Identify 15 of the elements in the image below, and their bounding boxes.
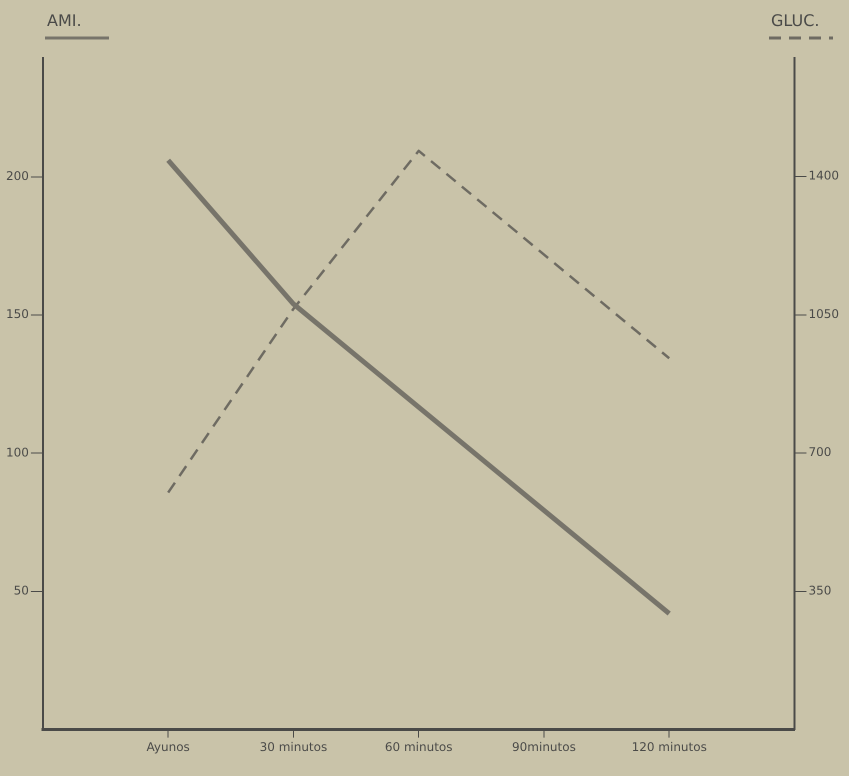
x-tick-label: 120 minutos <box>632 740 707 754</box>
y-tick-label: 100 <box>6 445 29 460</box>
y2-tick-label: 1400 <box>808 168 840 183</box>
y2-tick-label: 700 <box>808 445 832 460</box>
y-axis-title: AMI. <box>47 11 82 30</box>
x-tick-label: 60 minutos <box>384 740 452 754</box>
y-tick-label: 50 <box>14 584 29 598</box>
x-tick-label: 30 minutos <box>260 740 328 754</box>
y2-axis-title: GLUC. <box>771 11 820 30</box>
y-tick-label: 200 <box>6 168 29 183</box>
x-tick-label: Ayunos <box>146 740 190 754</box>
y2-tick-label: 350 <box>808 583 832 598</box>
x-tick-label: 90minutos <box>512 740 576 754</box>
y2-tick-label: 1050 <box>808 306 840 321</box>
y-tick-label: 150 <box>6 307 29 322</box>
